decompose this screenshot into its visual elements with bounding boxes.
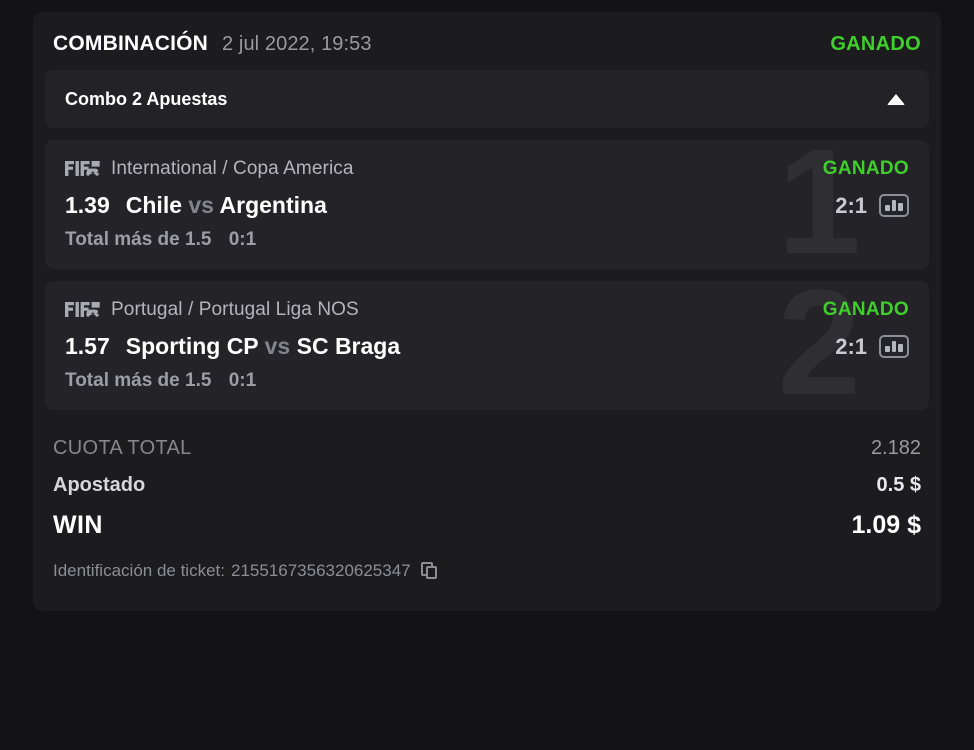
home-team: Chile (125, 192, 182, 218)
total-odds-value: 2.182 (870, 437, 921, 459)
ticket-id-row: Identificación de ticket: 21551673563206… (33, 547, 941, 581)
bet-pick-line: Total más de 1.5 0:1 (65, 229, 909, 251)
bet-teams: Sporting CP vs SC Braga (126, 333, 400, 360)
bet-league-line: International / Copa America GANADO (65, 156, 909, 182)
bet-match-line: 1.57 Sporting CP vs SC Braga 2:1 (65, 333, 909, 360)
caret-up-glyph (887, 93, 905, 105)
home-team: Sporting CP (125, 333, 259, 359)
bet-pick-score: 0:1 (228, 229, 257, 250)
ticket-type-label: COMBINACIÓN (53, 32, 209, 55)
bet-pick-name: Total más de 1.5 (65, 229, 212, 250)
win-label: WIN (53, 511, 103, 539)
bet-pick-line: Total más de 1.5 0:1 (65, 370, 909, 392)
fifa-esports-icon (65, 156, 101, 182)
bet-score-group: 2:1 (835, 193, 909, 219)
bet-league-name: International / Copa America (111, 158, 354, 179)
bet-result-badge: GANADO (822, 158, 909, 179)
bet-league-name: Portugal / Portugal Liga NOS (111, 299, 359, 320)
ticket-status-badge: GANADO (830, 33, 921, 55)
bar-3 (898, 344, 904, 352)
bet-teams: Chile vs Argentina (126, 192, 327, 219)
bet-odd: 1.57 (65, 333, 110, 359)
bet-pick-name: Total más de 1.5 (65, 370, 212, 391)
bar-chart-icon[interactable] (879, 335, 909, 358)
bet-row[interactable]: 1 (45, 140, 929, 269)
caret-up-icon[interactable] (883, 86, 909, 112)
bar-1 (885, 346, 890, 352)
vs-separator: vs (264, 333, 291, 359)
bet-row[interactable]: 2 (45, 281, 929, 410)
bet-score: 2:1 (835, 333, 867, 359)
bet-pick-score: 0:1 (228, 370, 257, 391)
bar-2 (891, 341, 897, 352)
bet-result-badge: GANADO (822, 299, 909, 320)
stake-label: Apostado (53, 474, 146, 496)
win-value: 1.09 $ (851, 511, 921, 539)
vs-separator: vs (188, 192, 214, 218)
stake-value: 0.5 $ (876, 474, 921, 496)
combo-title: Combo 2 Apuestas (65, 88, 228, 109)
bar-1 (885, 205, 890, 211)
bet-list: 1 (33, 128, 941, 410)
stake-row: Apostado 0.5 $ (53, 467, 921, 504)
bet-score: 2:1 (835, 192, 867, 218)
bar-2 (891, 200, 897, 211)
ticket-header: COMBINACIÓN 2 jul 2022, 19:53 GANADO (33, 12, 941, 70)
ticket-summary: CUOTA TOTAL 2.182 Apostado 0.5 $ WIN 1.0… (33, 422, 941, 547)
total-odds-row: CUOTA TOTAL 2.182 (53, 430, 921, 467)
ticket-date: 2 jul 2022, 19:53 (222, 33, 372, 55)
copy-icon-front-sheet (425, 566, 437, 579)
fifa-esports-icon (65, 297, 101, 323)
ticket-id-value: 2155167356320625347 (230, 561, 411, 580)
copy-icon[interactable] (420, 562, 439, 580)
total-odds-label: CUOTA TOTAL (53, 437, 192, 459)
win-row: WIN 1.09 $ (53, 504, 921, 547)
away-team: SC Braga (296, 333, 401, 359)
bet-score-group: 2:1 (835, 334, 909, 360)
ticket-id-label: Identificación de ticket: (53, 561, 225, 580)
bet-odd: 1.39 (65, 192, 110, 218)
bet-ticket-card: COMBINACIÓN 2 jul 2022, 19:53 GANADO Com… (33, 12, 941, 611)
combo-accordion-header[interactable]: Combo 2 Apuestas (45, 70, 929, 128)
bet-match-line: 1.39 Chile vs Argentina 2:1 (65, 192, 909, 219)
bet-league-line: Portugal / Portugal Liga NOS GANADO (65, 297, 909, 323)
card-bottom-spacer (33, 581, 941, 611)
away-team: Argentina (219, 192, 327, 218)
bar-chart-icon[interactable] (879, 194, 909, 217)
bar-3 (898, 203, 904, 211)
